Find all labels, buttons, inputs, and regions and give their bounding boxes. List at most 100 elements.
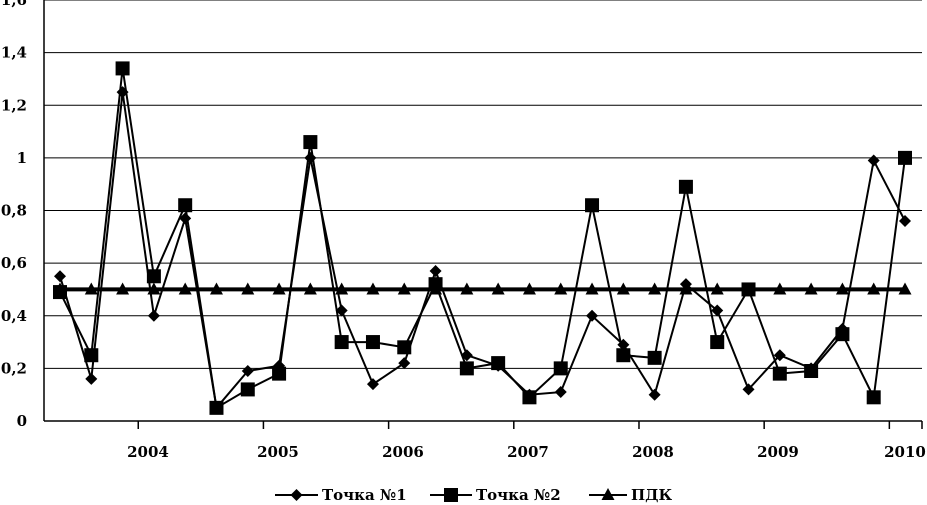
data-point-diamond [554,386,567,399]
data-point-diamond [586,309,599,322]
legend-marker [290,489,303,501]
y-tick-label: 0,2 [1,359,27,377]
x-tick-label: 2006 [382,443,424,461]
x-tick-label: 2008 [632,443,674,461]
data-point-triangle [241,282,255,295]
data-point-diamond [711,304,724,317]
y-tick-label: 0,4 [1,307,27,325]
gridlines [44,0,922,369]
data-point-diamond [54,270,66,283]
data-point-diamond [617,338,630,351]
x-axis-tick-labels: 2004 2005 2006 2007 2008 2009 2010 [127,443,926,461]
y-tick-label: 1,6 [1,0,27,9]
data-point-square [866,390,881,405]
y-tick-label: 0 [17,412,27,430]
data-point-triangle [272,282,286,295]
data-point-triangle [554,282,568,295]
x-tick-label: 2004 [127,443,169,461]
data-point-triangle [804,282,818,295]
data-point-triangle [616,282,630,295]
data-point-diamond [492,359,505,372]
data-point-square [898,150,912,165]
x-tick-label: 2007 [507,443,549,461]
series-1 [54,86,911,414]
data-point-square [178,198,193,213]
data-point-diamond [116,86,129,99]
data-point-square [146,269,161,284]
data-point-triangle [773,282,787,295]
data-point-diamond [304,151,317,164]
data-point-triangle [84,282,98,295]
data-point-square [741,282,756,297]
y-tick-label: 0,8 [1,202,27,220]
data-point-square [303,135,318,150]
data-point-diamond [648,388,661,401]
data-point-triangle [366,282,380,295]
series-2 [53,61,912,415]
data-point-triangle [522,282,536,295]
data-point-diamond [366,378,379,391]
data-point-diamond [273,359,286,372]
data-point-square [553,361,568,376]
data-point-diamond [867,154,880,167]
data-point-diamond [523,388,536,401]
data-point-diamond [147,309,160,322]
data-point-triangle [209,282,223,295]
data-point-triangle [867,282,881,295]
data-point-triangle [178,282,192,295]
axes [43,0,923,429]
data-point-square [710,335,725,350]
y-axis-tick-labels: 0 0,2 0,4 0,6 0,8 1 1,2 1,4 1,6 [1,0,27,430]
data-point-diamond [899,215,911,228]
data-point-square [678,179,693,194]
data-point-triangle [710,282,724,295]
series-line [59,68,906,410]
legend-label: Точка №1 [322,486,407,504]
data-point-triangle [835,282,849,295]
data-point-triangle [460,282,474,295]
x-tick-label: 2005 [257,443,299,461]
data-point-triangle [116,282,130,295]
data-point-diamond [398,357,411,370]
data-point-square [334,335,349,350]
series-line [59,91,906,411]
data-point-triangle [491,282,505,295]
legend: Точка №1 Точка №2 ПДК [275,486,673,504]
data-point-triangle [397,282,411,295]
legend-label: ПДК [631,486,673,504]
data-point-square [365,335,380,350]
legend-entry: Точка №1 [275,486,407,504]
legend-entry: Точка №2 [430,486,561,504]
data-point-diamond [241,365,254,378]
data-point-square [115,61,130,76]
y-tick-label: 1 [17,149,27,167]
data-point-square [272,366,287,381]
data-point-diamond [460,349,473,362]
y-tick-label: 1,4 [1,44,27,62]
series-group [53,61,912,415]
data-point-diamond [210,401,223,414]
data-point-diamond [679,278,692,291]
data-point-triangle [648,282,662,295]
legend-marker [601,488,615,500]
data-point-square [772,366,787,381]
data-point-triangle [585,282,599,295]
data-point-diamond [85,372,98,385]
data-point-triangle [303,282,317,295]
legend-entry: ПДК [589,486,673,504]
data-point-diamond [805,362,818,375]
series-3 [53,282,912,295]
data-point-diamond [742,383,755,396]
data-point-diamond [429,265,442,278]
x-tick-label: 2010 [884,443,926,461]
data-point-diamond [836,322,849,335]
legend-label: Точка №2 [476,486,561,504]
data-point-diamond [773,349,786,362]
data-point-triangle [898,282,912,295]
y-tick-label: 0,6 [1,254,27,272]
data-point-diamond [335,304,348,317]
x-tick-label: 2009 [757,443,799,461]
data-point-square [459,361,474,376]
data-point-diamond [179,212,192,225]
